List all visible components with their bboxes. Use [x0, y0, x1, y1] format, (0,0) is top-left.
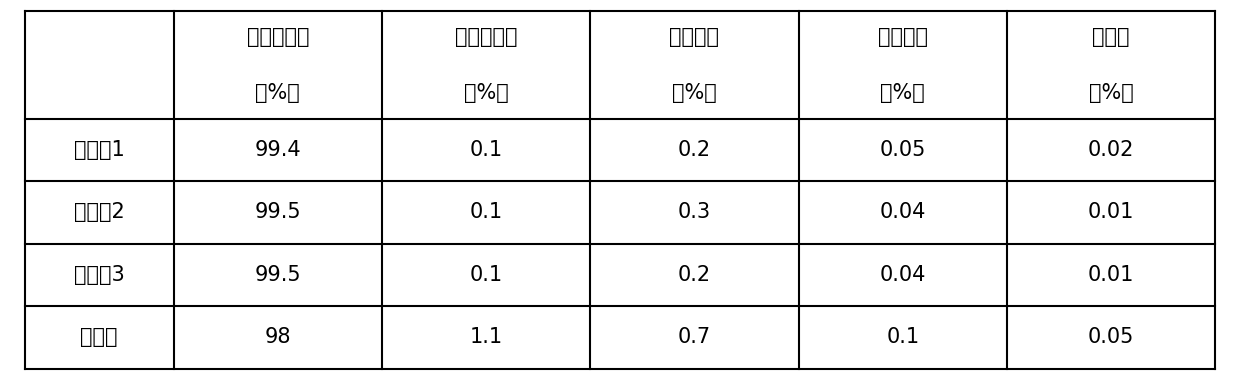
- Text: 0.04: 0.04: [879, 265, 926, 285]
- Text: 0.01: 0.01: [1087, 202, 1135, 222]
- Text: 0.2: 0.2: [678, 265, 711, 285]
- Text: 丙烷含量

（%）: 丙烷含量 （%）: [878, 27, 928, 103]
- Text: 0.1: 0.1: [470, 265, 502, 285]
- Text: 0.1: 0.1: [470, 140, 502, 160]
- Text: 烯烃含量

（%）: 烯烃含量 （%）: [670, 27, 719, 103]
- Text: 0.7: 0.7: [678, 327, 711, 347]
- Text: 实施例3: 实施例3: [74, 265, 124, 285]
- Text: 0.04: 0.04: [879, 202, 926, 222]
- Text: 对比例: 对比例: [81, 327, 118, 347]
- Text: 实施例1: 实施例1: [74, 140, 124, 160]
- Text: 0.02: 0.02: [1087, 140, 1135, 160]
- Text: 0.3: 0.3: [678, 202, 711, 222]
- Text: 0.1: 0.1: [470, 202, 502, 222]
- Text: 0.01: 0.01: [1087, 265, 1135, 285]
- Text: 99.4: 99.4: [254, 140, 301, 160]
- Text: 1.1: 1.1: [470, 327, 502, 347]
- Text: 0.05: 0.05: [879, 140, 926, 160]
- Text: 99.5: 99.5: [254, 202, 301, 222]
- Text: 异丁烷含量

（%）: 异丁烷含量 （%）: [455, 27, 517, 103]
- Text: 98: 98: [264, 327, 291, 347]
- Text: 实施例2: 实施例2: [74, 202, 124, 222]
- Text: 0.1: 0.1: [887, 327, 919, 347]
- Text: 硫含量

（%）: 硫含量 （%）: [1089, 27, 1133, 103]
- Text: 99.5: 99.5: [254, 265, 301, 285]
- Text: 正丁烷纯度

（%）: 正丁烷纯度 （%）: [247, 27, 309, 103]
- Text: 0.05: 0.05: [1087, 327, 1135, 347]
- Text: 0.2: 0.2: [678, 140, 711, 160]
